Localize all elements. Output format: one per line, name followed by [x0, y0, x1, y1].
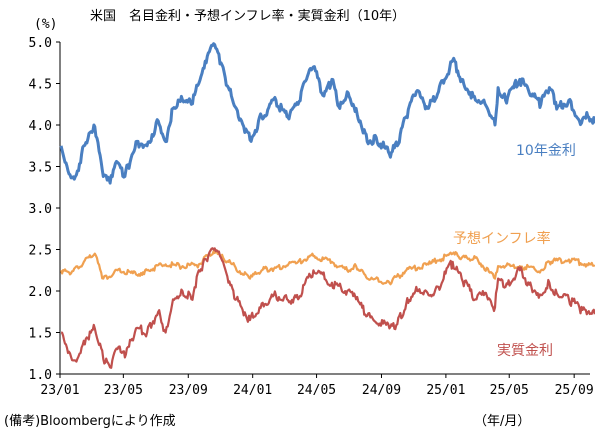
x-axis-unit: （年/月） — [474, 414, 530, 429]
source-note: (備考)Bloombergにより作成 — [4, 413, 176, 429]
series-line-1 — [59, 42, 595, 185]
x-tick-label: 23/01 — [40, 383, 79, 398]
y-tick-label: 2.0 — [29, 285, 52, 300]
y-axis-unit: (%) — [34, 17, 57, 32]
y-tick-label: 1.5 — [29, 327, 52, 342]
series-lines — [59, 42, 595, 369]
x-tick-label: 23/09 — [169, 383, 208, 398]
x-tick-label: 25/01 — [426, 383, 465, 398]
x-axis-ticks: 23/01 23/05 23/09 24/01 24/05 24/09 25/01 25/05… — [40, 374, 594, 398]
series-line-3 — [60, 247, 595, 369]
y-tick-label: 4.0 — [29, 119, 52, 134]
y-tick-label: 4.5 — [29, 78, 52, 93]
series-label-1: 10年金利 — [516, 143, 576, 159]
y-tick-label: 2.5 — [29, 244, 52, 259]
x-tick-label: 25/09 — [555, 383, 594, 398]
x-tick-label: 25/05 — [490, 383, 529, 398]
x-tick-label: 24/09 — [362, 383, 401, 398]
y-axis-ticks: 5.0 4.5 4.0 3.5 3.0 2.5 2.0 1.5 1.0 — [29, 36, 60, 383]
series-line-2 — [60, 248, 595, 286]
y-tick-label: 3.5 — [29, 161, 52, 176]
chart-title: 米国 名目金利・予想インフレ率・実質金利（10年） — [90, 8, 405, 24]
y-tick-label: 5.0 — [29, 36, 52, 51]
y-tick-label: 3.0 — [29, 202, 52, 217]
series-label-2: 予想インフレ率 — [453, 230, 551, 247]
series-label-3: 実質金利 — [497, 343, 553, 359]
x-tick-label: 24/01 — [233, 383, 272, 398]
x-tick-label: 24/05 — [297, 383, 336, 398]
y-tick-label: 1.0 — [29, 368, 52, 383]
x-tick-label: 23/05 — [104, 383, 143, 398]
